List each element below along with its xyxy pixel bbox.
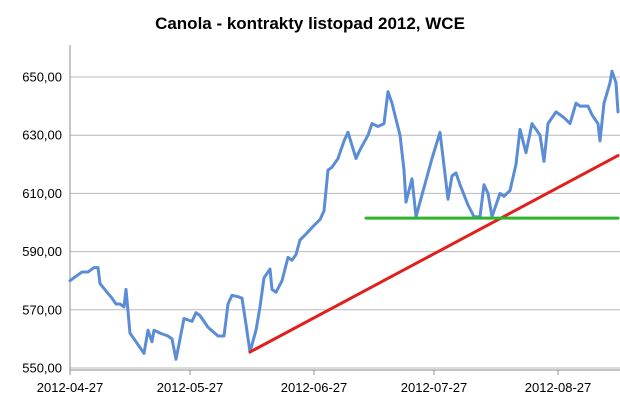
- y-tick-label: 550,00: [22, 361, 62, 376]
- trend-line: [248, 154, 620, 354]
- x-tick-label: 2012-04-27: [37, 380, 104, 395]
- y-axis-tick-labels: 550,00 570,00 590,00 610,00 630,00 650,00: [22, 70, 62, 376]
- gridlines: [69, 45, 620, 370]
- x-tick-label: 2012-08-27: [525, 380, 592, 395]
- y-tick-label: 610,00: [22, 186, 62, 201]
- series-lines: [68, 69, 620, 361]
- x-tick-label: 2012-05-27: [157, 380, 224, 395]
- x-axis-tick-labels: 2012-04-27 2012-05-27 2012-06-27 2012-07-27…: [37, 380, 592, 395]
- chart-title: Canola - kontrakty listopad 2012, WCE: [155, 14, 465, 33]
- x-tick-label: 2012-07-27: [401, 380, 468, 395]
- x-tick-label: 2012-06-27: [281, 380, 348, 395]
- y-tick-label: 650,00: [22, 70, 62, 85]
- y-tick-label: 570,00: [22, 302, 62, 317]
- x-axis: [69, 369, 620, 375]
- y-tick-label: 590,00: [22, 244, 62, 259]
- y-tick-label: 630,00: [22, 128, 62, 143]
- price-line: [68, 69, 620, 361]
